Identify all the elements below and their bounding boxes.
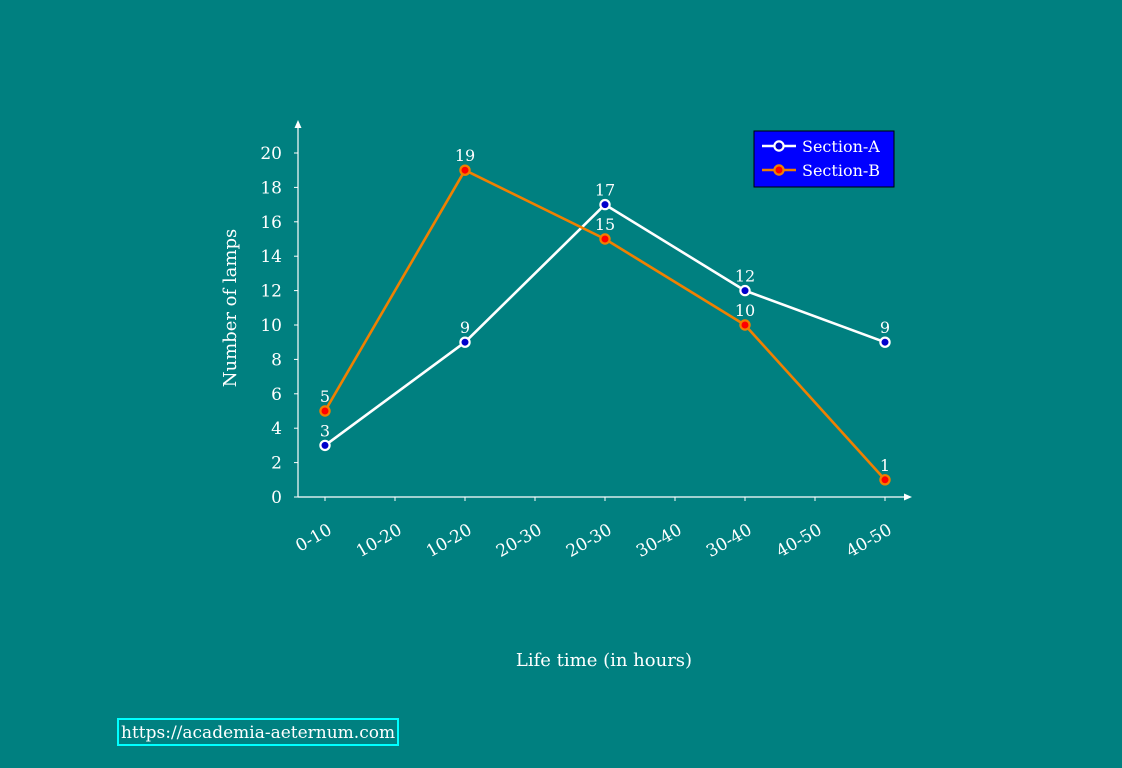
series-1: 5 19 15 10 1 xyxy=(319,146,891,486)
data-label: 9 xyxy=(460,318,470,337)
y-tick-label: 18 xyxy=(260,178,282,198)
data-point xyxy=(459,164,471,176)
data-point xyxy=(739,319,751,331)
series-layer: 3 9 17 12 9 5 19 15 10 1 xyxy=(319,146,891,486)
x-tick-label: 10-20 xyxy=(423,520,475,562)
y-tick-label: 4 xyxy=(271,419,282,439)
y-tick-label: 0 xyxy=(271,488,282,508)
y-axis-arrow xyxy=(294,120,302,128)
y-axis-title: Number of lamps xyxy=(220,229,241,387)
legend-item-1: Section-B xyxy=(762,161,880,180)
x-tick-label: 20-30 xyxy=(563,520,615,562)
x-tick-label: 30-40 xyxy=(703,520,755,562)
x-axis-arrow xyxy=(904,493,912,501)
data-point xyxy=(879,336,891,348)
y-tick-label: 10 xyxy=(260,316,282,336)
data-label: 3 xyxy=(320,421,330,440)
data-point xyxy=(319,405,331,417)
legend: Section-A Section-B xyxy=(753,130,895,188)
x-tick-label: 0-10 xyxy=(292,520,335,556)
source-link[interactable]: https://academia-aeternum.com xyxy=(117,718,400,746)
x-tick-labels: 0-10 10-20 10-20 20-30 20-30 30-40 30-40 40-50 4… xyxy=(292,497,896,562)
x-tick-label: 10-20 xyxy=(353,520,405,562)
x-tick-label: 30-40 xyxy=(633,520,685,562)
legend-marker xyxy=(773,140,785,152)
x-tick-label: 40-50 xyxy=(843,520,895,562)
x-tick-label: 40-50 xyxy=(773,520,825,562)
data-label: 12 xyxy=(735,267,755,286)
legend-box xyxy=(753,130,895,188)
data-point xyxy=(319,439,331,452)
legend-label: Section-B xyxy=(802,161,880,180)
x-tick-label: 20-30 xyxy=(493,520,545,562)
data-label: 19 xyxy=(455,146,475,165)
data-point xyxy=(739,284,751,297)
data-point xyxy=(599,233,611,245)
x-axis-title: Life time (in hours) xyxy=(516,650,692,671)
data-label: 5 xyxy=(320,387,330,406)
data-point xyxy=(599,198,611,211)
y-tick-labels: 0 2 4 6 8 10 12 14 16 18 20 xyxy=(260,144,298,508)
y-tick-label: 6 xyxy=(271,385,282,405)
y-tick-label: 2 xyxy=(271,454,282,474)
legend-label: Section-A xyxy=(802,137,880,156)
axes xyxy=(294,120,912,501)
y-tick-label: 12 xyxy=(260,282,282,302)
legend-item-0: Section-A xyxy=(762,137,880,156)
data-label: 15 xyxy=(595,215,615,234)
data-label: 9 xyxy=(880,318,890,337)
legend-marker xyxy=(773,164,785,176)
y-tick-label: 20 xyxy=(260,144,282,164)
y-tick-label: 14 xyxy=(260,247,282,267)
data-point xyxy=(879,474,891,486)
data-point xyxy=(459,336,471,348)
series-0: 3 9 17 12 9 xyxy=(319,181,891,452)
data-label: 17 xyxy=(595,181,615,200)
y-tick-label: 8 xyxy=(271,350,282,370)
y-tick-label: 16 xyxy=(260,213,282,233)
data-label: 10 xyxy=(735,301,755,320)
data-label: 1 xyxy=(880,456,890,475)
